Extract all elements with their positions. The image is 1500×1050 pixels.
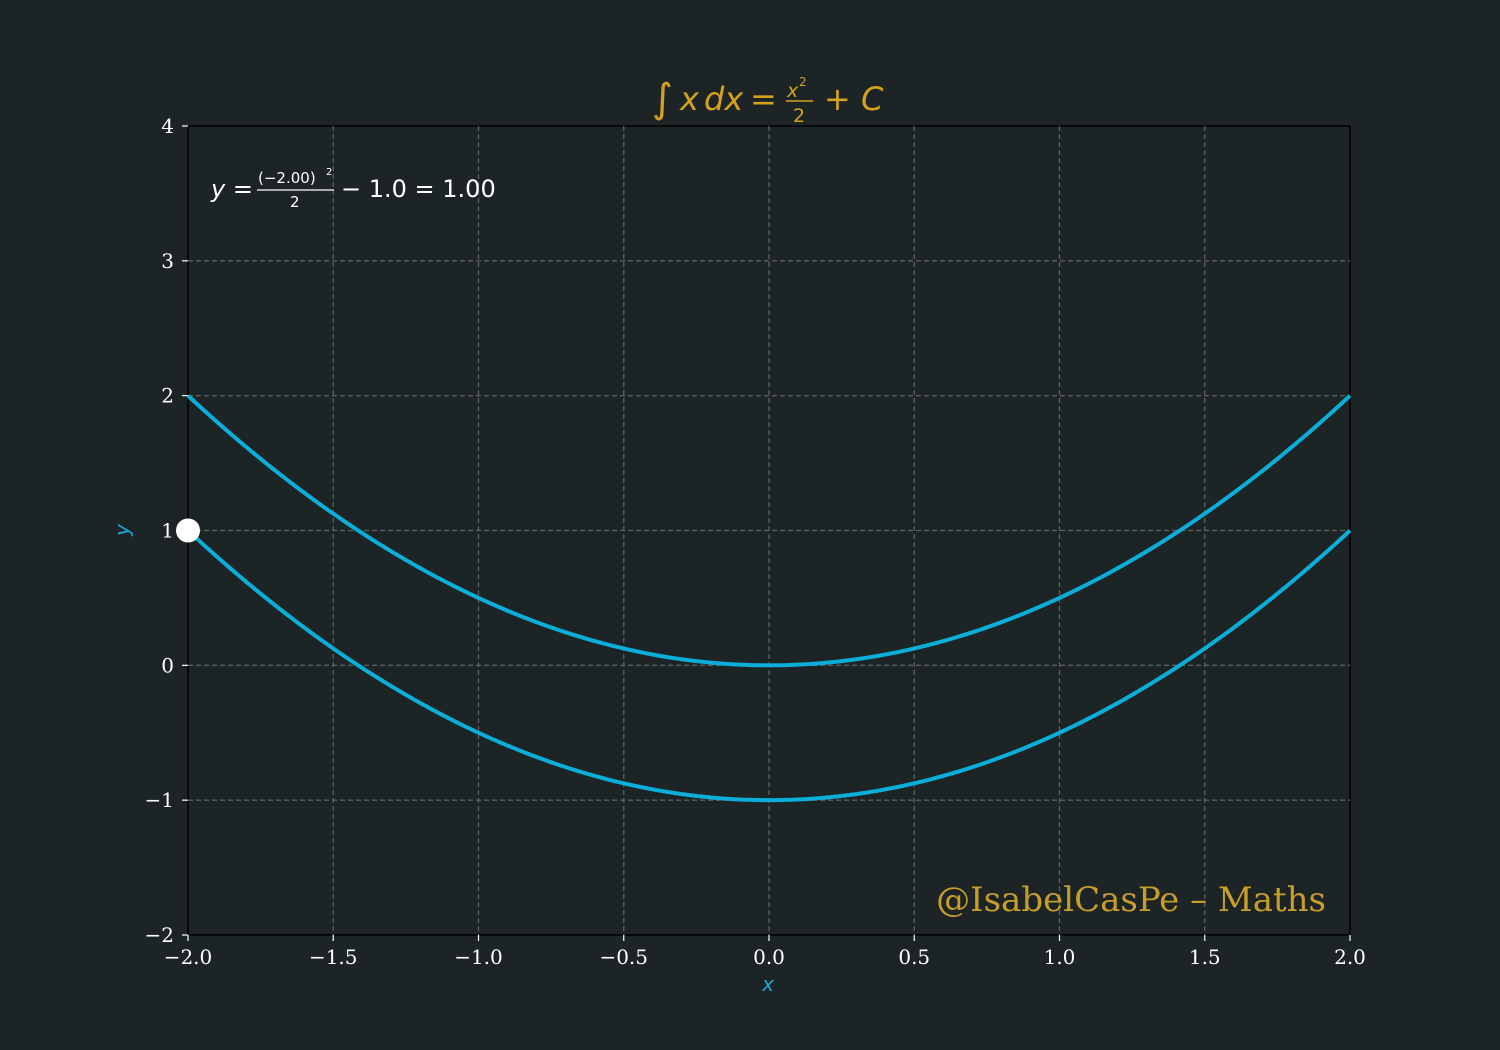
grid: [188, 126, 1350, 935]
x-tick-label: 1.0: [1044, 945, 1076, 969]
x-tick-label: 0.0: [753, 945, 785, 969]
y-tick-label: 2: [161, 384, 174, 408]
x-tick-label: 2.0: [1334, 945, 1366, 969]
x-tick-label: −2.0: [164, 945, 213, 969]
x-tick-label: −1.0: [454, 945, 503, 969]
series-line-2: [186, 529, 1352, 803]
x-axis-label: x: [761, 972, 774, 996]
y-axis-label: y: [110, 523, 134, 537]
title-equals: =: [750, 80, 777, 118]
annotation: y = (−2.00) 2 2 − 1.0 = 1.00: [210, 167, 496, 211]
annotation-power: 2: [326, 167, 332, 178]
title-denominator: 2: [793, 105, 805, 127]
title-differential: dx: [704, 80, 744, 118]
title-power: 2: [799, 75, 807, 89]
annotation-lhs: y =: [210, 175, 253, 203]
y-tick-label: 0: [161, 653, 174, 677]
y-tick-label: −1: [145, 788, 174, 812]
y-tick-label: −2: [145, 923, 174, 947]
title-integral-sign: ∫: [652, 76, 673, 122]
annotation-denominator: 2: [290, 193, 300, 211]
annotation-rhs: − 1.0 = 1.00: [341, 175, 496, 203]
chart-title: ∫ x dx = x 2 2 + C: [652, 75, 884, 127]
x-tick-label: −1.5: [309, 945, 358, 969]
y-axis: −2 −1 0 1 2 3 4: [145, 114, 188, 947]
title-constant: + C: [824, 80, 884, 118]
title-numerator: x: [786, 80, 799, 102]
y-tick-label: 4: [161, 114, 174, 138]
curves: [176, 394, 1352, 803]
x-axis: −2.0 −1.5 −1.0 −0.5 0.0 0.5 1.0 1.5 2.0: [164, 935, 1366, 969]
highlight-point: [176, 518, 200, 543]
annotation-numerator: (−2.00): [258, 169, 316, 187]
y-tick-label: 3: [161, 249, 174, 273]
x-tick-label: 1.5: [1189, 945, 1221, 969]
y-tick-label: 1: [161, 519, 174, 543]
series-line-1: [186, 394, 1352, 668]
x-tick-label: −0.5: [599, 945, 648, 969]
x-tick-label: 0.5: [898, 945, 930, 969]
watermark: @IsabelCasPe – Maths: [936, 880, 1326, 920]
title-integrand: x: [679, 80, 700, 118]
